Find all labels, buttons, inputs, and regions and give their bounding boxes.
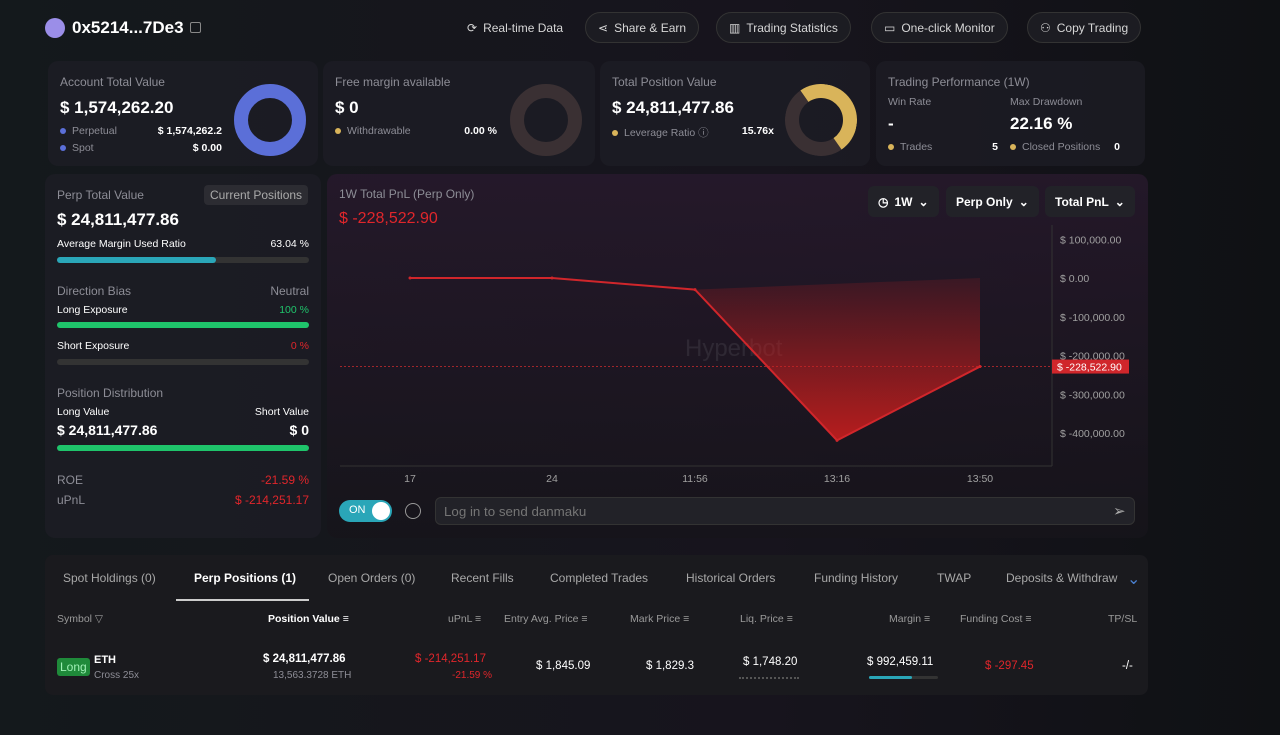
pnl-chart: $ 100,000.00 $ 0.00 $ -100,000.00 $ -200,00… (340, 225, 1129, 485)
margin-ratio-bar (57, 257, 309, 263)
chart-icon: ▥ (729, 20, 741, 35)
sort-icon[interactable]: ≡ (680, 613, 690, 625)
y-tick-label: $ 100,000.00 (1060, 234, 1121, 246)
metric-dropdown[interactable]: Total PnL ⌄ (1045, 186, 1135, 217)
tab-6[interactable]: Funding History (814, 571, 899, 585)
chart-title: 1W Total PnL (Perp Only) (339, 187, 475, 201)
filter-icon[interactable]: ▽ (92, 613, 104, 625)
sort-icon[interactable]: ≡ (783, 613, 793, 625)
wallet-address: 0x5214...7De3 (72, 18, 184, 37)
tab-5[interactable]: Historical Orders (686, 571, 776, 585)
column-header[interactable]: Symbol ▽ (57, 613, 104, 625)
chevron-down-icon: ⌄ (1018, 194, 1029, 209)
pnl-chart-card (327, 174, 1148, 538)
column-header[interactable]: Entry Avg. Price ≡ (504, 613, 588, 625)
scope-dropdown[interactable]: Perp Only ⌄ (946, 186, 1039, 217)
column-header[interactable]: Position Value ≡ (268, 613, 349, 625)
column-header[interactable]: uPnL ≡ (448, 613, 482, 625)
current-value-label: $ -228,522.90 (1057, 362, 1122, 374)
tab-8[interactable]: Deposits & Withdraw (1006, 571, 1118, 585)
chart-value: $ -228,522.90 (339, 210, 438, 227)
trading-performance-card: Trading Performance (1W) Win Rate Max Dr… (876, 61, 1145, 166)
column-header[interactable]: Margin ≡ (889, 613, 931, 625)
column-header[interactable]: Funding Cost ≡ (960, 613, 1032, 625)
trading-statistics-button[interactable]: ▥ Trading Statistics (716, 12, 851, 43)
liq-distance-indicator (739, 677, 799, 679)
chevron-down-icon: ⌄ (1114, 194, 1125, 209)
x-tick-label: 17 (404, 473, 416, 485)
data-point (408, 276, 412, 280)
x-tick-label: 13:50 (967, 473, 993, 485)
long-exposure-bar (57, 322, 309, 328)
symbol-link[interactable]: ETH (94, 654, 116, 666)
current-positions-tag[interactable]: Current Positions (204, 185, 309, 205)
y-tick-label: $ -400,000.00 (1060, 428, 1125, 440)
sort-icon[interactable]: ≡ (339, 613, 349, 625)
loss-area (695, 278, 980, 441)
chevron-down-icon: ⌄ (918, 194, 929, 209)
tab-active-underline (176, 599, 309, 601)
data-point (693, 288, 697, 292)
tpsl-value[interactable]: -/- (1122, 660, 1133, 672)
tab-7[interactable]: TWAP (937, 571, 972, 585)
sort-icon[interactable]: ≡ (1022, 613, 1032, 625)
data-point (978, 365, 982, 369)
sort-icon[interactable]: ≡ (472, 613, 482, 625)
sort-icon[interactable]: ≡ (578, 613, 588, 625)
avatar (45, 18, 65, 38)
distribution-bar (57, 445, 309, 451)
settings-icon[interactable] (405, 503, 421, 519)
tab-4[interactable]: Completed Trades (550, 571, 649, 585)
data-point (835, 438, 839, 442)
copy-icon[interactable] (190, 22, 201, 33)
x-tick-label: 13:16 (824, 473, 850, 485)
short-exposure-bar (57, 359, 309, 365)
sort-icon[interactable]: ≡ (921, 613, 931, 625)
x-tick-label: 11:56 (682, 473, 708, 485)
position-value-card: Total Position Value $ 24,811,477.86 Lev… (600, 61, 870, 166)
side-badge: Long (57, 658, 90, 676)
account-total-card: Account Total Value $ 1,574,262.20 Perpe… (48, 61, 318, 166)
period-dropdown[interactable]: ◷ 1W ⌄ (868, 186, 939, 217)
current-value-badge (1052, 359, 1129, 374)
data-point (550, 276, 554, 280)
column-header[interactable]: Liq. Price ≡ (740, 613, 793, 625)
bottom-panel (45, 555, 1148, 695)
y-tick-label: $ -200,000.00 (1060, 351, 1125, 363)
free-margin-card: Free margin available $ 0 Withdrawable 0.… (323, 61, 595, 166)
tab-0[interactable]: Spot Holdings (0) (63, 571, 156, 585)
tab-1[interactable]: Perp Positions (1) (194, 571, 297, 585)
clock-icon: ◷ (878, 194, 889, 209)
y-tick-label: $ 0.00 (1060, 273, 1089, 285)
toggle-danmaku[interactable]: ON (339, 500, 392, 522)
share-icon: ⋖ (598, 20, 609, 35)
tab-3[interactable]: Recent Fills (451, 571, 514, 585)
column-header[interactable]: TP/SL (1108, 613, 1138, 625)
send-icon[interactable]: ➢ (1113, 503, 1126, 520)
real-time-data-button[interactable]: ⟳ Real-time Data (467, 20, 564, 35)
monitor-icon: ▭ (884, 20, 896, 35)
perpetual-dot (60, 128, 66, 134)
copy-trading-button[interactable]: ⚇ Copy Trading (1027, 12, 1142, 43)
tab-2[interactable]: Open Orders (0) (328, 571, 416, 585)
help-icon[interactable]: ⓘ (698, 127, 709, 139)
y-tick-label: $ -100,000.00 (1060, 312, 1125, 324)
refresh-icon: ⟳ (467, 20, 478, 35)
margin-usage-bar (869, 676, 938, 679)
perp-total-card: Perp Total Value Current Positions $ 24,… (45, 174, 321, 538)
tabs-more-chevron-icon[interactable]: ⌄ (1127, 571, 1141, 588)
column-header[interactable]: Mark Price ≡ (630, 613, 690, 625)
y-tick-label: $ -300,000.00 (1060, 389, 1125, 401)
share-earn-button[interactable]: ⋖ Share & Earn (585, 12, 700, 43)
one-click-monitor-button[interactable]: ▭ One-click Monitor (871, 12, 1008, 43)
danmaku-input[interactable] (435, 497, 1135, 525)
people-icon: ⚇ (1040, 20, 1051, 35)
x-tick-label: 24 (546, 473, 558, 485)
